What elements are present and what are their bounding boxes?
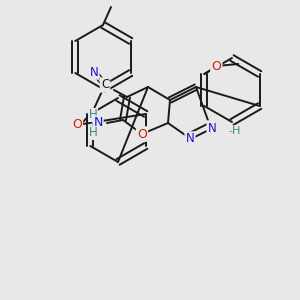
Text: H: H [88, 109, 98, 122]
Text: C: C [101, 79, 109, 92]
Text: N: N [186, 133, 194, 146]
Text: -H: -H [228, 126, 240, 136]
Text: H: H [88, 127, 98, 140]
Text: N: N [93, 116, 103, 130]
Text: N: N [208, 122, 216, 134]
Text: N: N [90, 65, 98, 79]
Text: O: O [72, 118, 82, 131]
Text: O: O [211, 59, 221, 73]
Text: O: O [137, 128, 147, 140]
